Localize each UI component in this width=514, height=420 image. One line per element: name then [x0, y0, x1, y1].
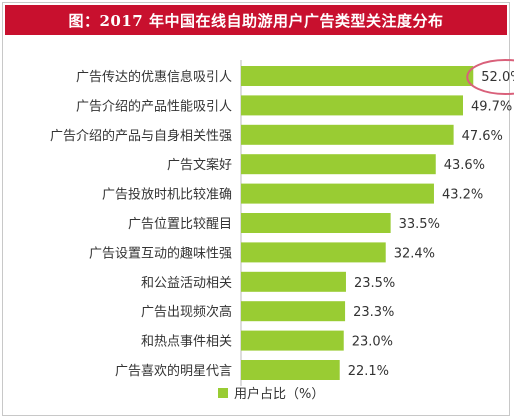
bar	[241, 183, 434, 204]
value-label: 33.5%	[399, 217, 440, 232]
value-label: 23.3%	[353, 305, 394, 320]
value-label: 22.1%	[348, 364, 389, 379]
title-bar: 图：2017 年中国在线自助游用户广告类型关注度分布	[5, 5, 507, 35]
bar	[241, 271, 346, 292]
bar	[241, 66, 474, 86]
legend: 用户占比（%）	[218, 383, 324, 402]
highlight-circle	[466, 59, 514, 95]
value-label: 43.6%	[444, 158, 485, 173]
bar	[241, 360, 340, 380]
category-label: 广告介绍的产品性能吸引人	[76, 98, 232, 114]
category-label: 广告介绍的产品与自身相关性强	[50, 128, 232, 144]
value-label: 49.7%	[471, 99, 512, 114]
value-label: 47.6%	[462, 129, 503, 144]
bar	[241, 242, 386, 263]
value-label: 32.4%	[394, 246, 435, 261]
bar	[241, 124, 454, 145]
bars-group: 广告传达的优惠信息吸引人 52.0% 广告介绍的产品性能吸引人 49.7% 广告介绍的产…	[50, 66, 514, 380]
category-label: 广告投放时机比较准确	[102, 187, 232, 203]
bar	[241, 213, 391, 233]
bar	[241, 154, 436, 175]
category-label: 广告位置比较醒目	[128, 217, 232, 232]
category-label: 广告出现频次高	[141, 304, 232, 320]
bar	[241, 301, 346, 322]
category-label: 和热点事件相关	[141, 335, 232, 350]
category-label: 和公益活动相关	[141, 276, 232, 291]
value-label: 23.0%	[352, 335, 393, 350]
legend-swatch	[218, 387, 228, 398]
chart-title: 图：2017 年中国在线自助游用户广告类型关注度分布	[68, 11, 444, 30]
value-label: 23.5%	[354, 276, 395, 291]
category-label: 广告文案好	[167, 158, 232, 173]
bar	[241, 330, 344, 351]
category-label: 广告设置互动的趣味性强	[89, 245, 232, 261]
value-label: 43.2%	[442, 188, 483, 203]
legend-label: 用户占比（%）	[234, 387, 325, 402]
category-label: 广告传达的优惠信息吸引人	[76, 69, 232, 85]
value-label: 52.0%	[481, 70, 514, 85]
category-label: 广告喜欢的明星代言	[115, 363, 232, 379]
bar	[241, 95, 463, 116]
